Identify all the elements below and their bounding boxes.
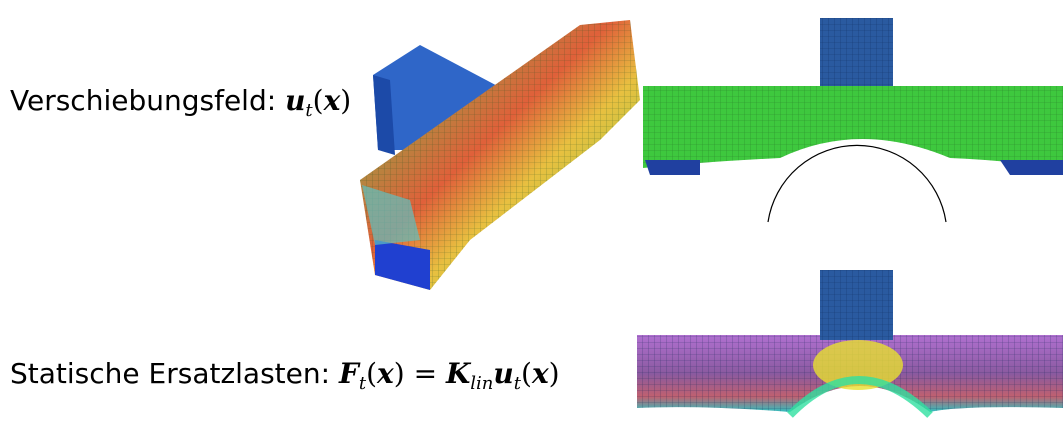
formula-equals: =	[414, 357, 437, 390]
label: Verschiebungsfeld:	[10, 84, 276, 117]
formula-symbol: x	[532, 357, 549, 390]
formula-symbol: x	[324, 84, 341, 117]
displacement-line: Verschiebungsfeld: ut(x)	[10, 84, 351, 121]
formula-subscript: t	[305, 100, 312, 121]
formula-paren: )	[549, 357, 560, 390]
loads-line: Statische Ersatzlasten: Ft(x) = Klinut(x…	[10, 357, 560, 394]
formula-symbol: x	[377, 357, 394, 390]
beam-3d-figure	[360, 20, 640, 290]
formula-symbol: u	[285, 84, 305, 117]
loads-figure	[637, 270, 1063, 415]
formula-symbol: F	[339, 357, 359, 390]
slide: Verschiebungsfeld: ut(x) Statische Ersat…	[0, 0, 1063, 423]
formula-paren: )	[340, 84, 351, 117]
formula-subscript: lin	[470, 373, 493, 394]
formula-paren: (	[521, 357, 532, 390]
label: Statische Ersatzlasten:	[10, 357, 330, 390]
formula-subscript: t	[359, 373, 366, 394]
formula-symbol: u	[493, 357, 513, 390]
formula-paren: (	[313, 84, 324, 117]
formula-paren: )	[394, 357, 405, 390]
formula-symbol: K	[446, 357, 470, 390]
contact-figure	[643, 18, 1063, 222]
formula-paren: (	[366, 357, 377, 390]
formula-subscript: t	[514, 373, 521, 394]
